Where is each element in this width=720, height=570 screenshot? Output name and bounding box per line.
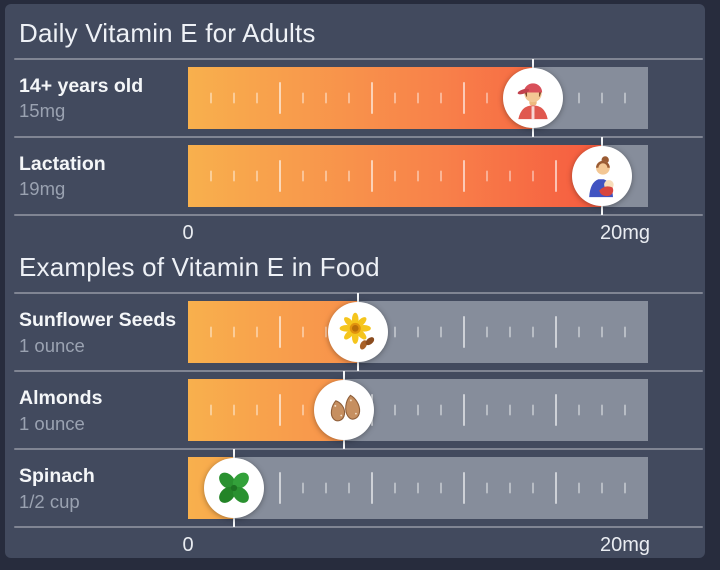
row-label-col: Lactation 19mg [14,152,188,200]
value-marker [500,59,566,138]
row-label: Lactation [19,153,106,175]
row-14-years-old: 14+ years old 15mg [14,59,705,138]
sunflower-icon [339,313,375,350]
axis-max-label: 20mg [599,534,650,557]
spinach-icon [219,473,249,504]
divider [14,526,703,529]
gauge-bar-14-years [188,59,648,138]
axis-max-label: 20mg [599,222,650,245]
divider [14,448,703,451]
bar-unfilled-track [234,457,648,520]
value-marker [569,137,635,216]
marker-circle [314,380,375,441]
section-daily-intake: Daily Vitamin E for Adults 14+ years old… [14,18,705,248]
axis-food: 0 20mg [182,530,650,560]
almonds-icon [331,395,361,422]
row-label: 14+ years old [19,75,144,97]
divider [14,214,703,217]
divider [14,370,703,373]
teen-boy-icon [517,83,548,120]
marker-circle [572,146,632,207]
row-label-col: 14+ years old 15mg [14,74,188,122]
row-lactation: Lactation 19mg [14,137,705,216]
section-title-food: Examples of Vitamin E in Food [19,252,380,283]
row-serving-label: 1 ounce [19,334,85,356]
tick-marks [188,67,648,129]
row-almonds: Almonds 1 ounce [14,371,705,450]
marker-circle [204,458,264,519]
marker-circle [503,68,563,129]
value-marker [311,371,377,450]
gauge-bar-almonds [188,371,648,450]
row-value-label: 19mg [19,178,66,200]
value-marker [325,293,391,372]
row-sunflower-seeds: Sunflower Seeds 1 ounce [14,293,705,372]
row-serving-label: 1 ounce [19,412,85,434]
row-spinach: Spinach 1/2 cup [14,449,705,528]
bar-unfilled-track [358,301,648,364]
row-serving-label: 1/2 cup [19,490,80,512]
axis-zero-label: 0 [182,222,194,245]
row-label-col: Spinach 1/2 cup [14,464,188,512]
gauge-bar-lactation [188,137,648,216]
gauge-bar-sunflower [188,293,648,372]
tick-marks [188,379,648,441]
row-label: Spinach [19,465,95,488]
row-label-col: Sunflower Seeds 1 ounce [14,308,188,356]
axis-daily: 0 20mg [182,218,650,248]
row-label: Sunflower Seeds [19,309,177,332]
vitamin-e-infographic-panel: Daily Vitamin E for Adults 14+ years old… [5,4,705,558]
axis-zero-label: 0 [182,534,194,557]
section-title-daily: Daily Vitamin E for Adults [19,18,316,48]
row-label-col: Almonds 1 ounce [14,386,188,434]
divider [14,58,703,61]
section-food-examples: Examples of Vitamin E in Food Sunflower … [14,252,705,560]
breastfeeding-icon [589,156,614,198]
tick-marks [188,301,648,363]
value-marker [201,449,267,528]
row-label: Almonds [19,387,103,410]
gauge-bar-spinach [188,449,648,528]
bar-unfilled-track [344,379,648,442]
divider [14,136,703,139]
marker-circle [328,302,389,363]
row-value-label: 15mg [19,100,66,122]
